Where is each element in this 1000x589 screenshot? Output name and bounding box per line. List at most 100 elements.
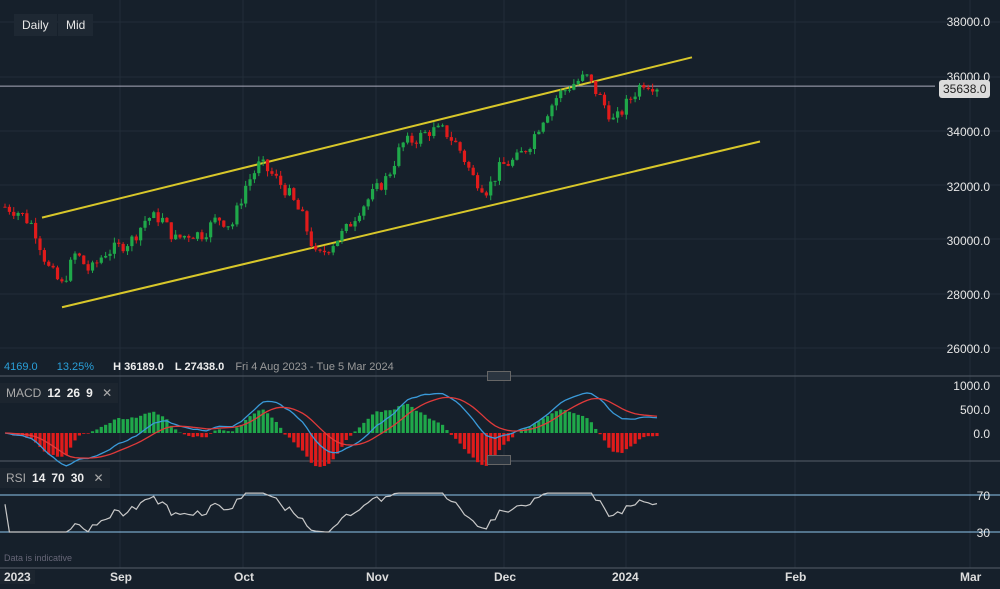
macd-histogram-bar xyxy=(69,433,73,448)
macd-histogram-bar xyxy=(213,430,217,433)
rsi-lower: 30 xyxy=(70,471,85,485)
candle xyxy=(642,85,646,88)
candle xyxy=(397,147,401,166)
macd-histogram-bar xyxy=(467,433,471,454)
macd-histogram-bar xyxy=(427,418,432,433)
macd-histogram-bar xyxy=(651,433,655,437)
candle xyxy=(362,206,366,216)
macd-histogram-bar xyxy=(209,433,213,434)
candle xyxy=(392,165,397,175)
candle xyxy=(270,171,274,174)
macd-histogram-bar xyxy=(563,410,567,433)
macd-histogram-bar xyxy=(423,414,427,433)
macd-legend: MACD 12 26 9 ✕ xyxy=(0,383,119,403)
macd-histogram-bar xyxy=(274,421,278,433)
candle xyxy=(576,80,580,84)
macd-histogram-bar xyxy=(42,433,46,452)
macd-histogram-bar xyxy=(165,419,169,433)
channel-upper-line xyxy=(41,56,693,219)
time-label: Oct xyxy=(234,570,255,584)
macd-histogram-bar xyxy=(104,424,108,433)
macd-fast: 12 xyxy=(47,386,61,400)
close-icon[interactable]: ✕ xyxy=(102,386,113,400)
candle xyxy=(16,212,20,216)
macd-histogram-bar xyxy=(64,433,68,455)
macd-histogram-bar xyxy=(462,433,467,450)
candle xyxy=(29,222,33,224)
daily-button[interactable]: Daily xyxy=(14,14,57,36)
candle xyxy=(265,159,270,172)
candle xyxy=(410,135,414,143)
macd-histogram-bar xyxy=(287,433,292,438)
candle xyxy=(651,89,655,92)
candle xyxy=(493,180,497,182)
time-label: Sep xyxy=(110,570,133,584)
candle xyxy=(252,173,257,180)
macd-histogram-bar xyxy=(454,433,458,439)
candle xyxy=(34,222,38,239)
macd-histogram-bar xyxy=(318,433,322,467)
macd-histogram-bar xyxy=(572,413,576,433)
candle xyxy=(300,209,305,212)
candle xyxy=(554,98,558,106)
candle xyxy=(427,132,432,136)
macd-histogram-bar xyxy=(419,412,423,433)
macd-histogram-bar xyxy=(283,433,287,435)
rsi-period: 14 xyxy=(32,471,46,485)
macd-histogram-bar xyxy=(384,410,388,433)
macd-histogram-bar xyxy=(362,422,366,433)
macd-label: MACD xyxy=(6,386,42,400)
macd-histogram-bar xyxy=(624,433,628,450)
candle xyxy=(147,218,152,221)
macd-histogram-bar xyxy=(436,422,440,433)
candle xyxy=(169,222,173,240)
price-label: 34000.0 xyxy=(946,125,990,139)
pane-resize-handle[interactable] xyxy=(487,455,511,465)
candle xyxy=(349,223,353,227)
macd-histogram-bar xyxy=(314,433,318,467)
macd-histogram-bar xyxy=(554,411,558,433)
pane-resize-handle[interactable] xyxy=(487,371,511,381)
macd-histogram-bar xyxy=(252,413,257,433)
macd-histogram-bar xyxy=(51,433,55,455)
candle xyxy=(95,262,99,264)
candle xyxy=(60,279,64,282)
macd-histogram-bar xyxy=(327,433,331,464)
macd-histogram-bar xyxy=(633,433,637,444)
macd-histogram-bar xyxy=(160,416,165,433)
macd-histogram-bar xyxy=(598,433,602,435)
macd-histogram-bar xyxy=(401,404,405,433)
candle xyxy=(117,242,121,244)
candle xyxy=(340,231,344,241)
candle xyxy=(532,134,537,149)
candle xyxy=(279,175,283,185)
candle xyxy=(454,140,458,143)
candle xyxy=(563,90,567,92)
candle xyxy=(546,116,550,123)
macd-axis-label: 0.0 xyxy=(973,427,990,441)
candle xyxy=(602,94,607,106)
candle xyxy=(607,105,611,120)
macd-histogram-bar xyxy=(581,415,585,433)
macd-histogram-bar xyxy=(519,430,523,433)
candle xyxy=(213,217,217,223)
macd-histogram-bar xyxy=(576,414,580,433)
mid-button[interactable]: Mid xyxy=(58,14,94,36)
candle xyxy=(244,185,248,204)
candle xyxy=(64,280,68,282)
candle xyxy=(489,181,493,196)
candle xyxy=(322,250,327,253)
stats-bar: 4169.0 13.25% H 36189.0 L 27438.0 Fri 4 … xyxy=(4,361,394,373)
macd-histogram-bar xyxy=(270,417,274,433)
macd-histogram-bar xyxy=(300,433,305,451)
candle xyxy=(3,206,7,208)
macd-histogram-bar xyxy=(405,403,410,433)
candle xyxy=(484,192,488,196)
candle xyxy=(353,221,357,227)
macd-histogram-bar xyxy=(607,433,611,448)
candle xyxy=(572,83,576,90)
close-icon[interactable]: ✕ xyxy=(93,471,104,485)
macd-histogram-bar xyxy=(353,431,357,433)
candle xyxy=(226,226,230,228)
